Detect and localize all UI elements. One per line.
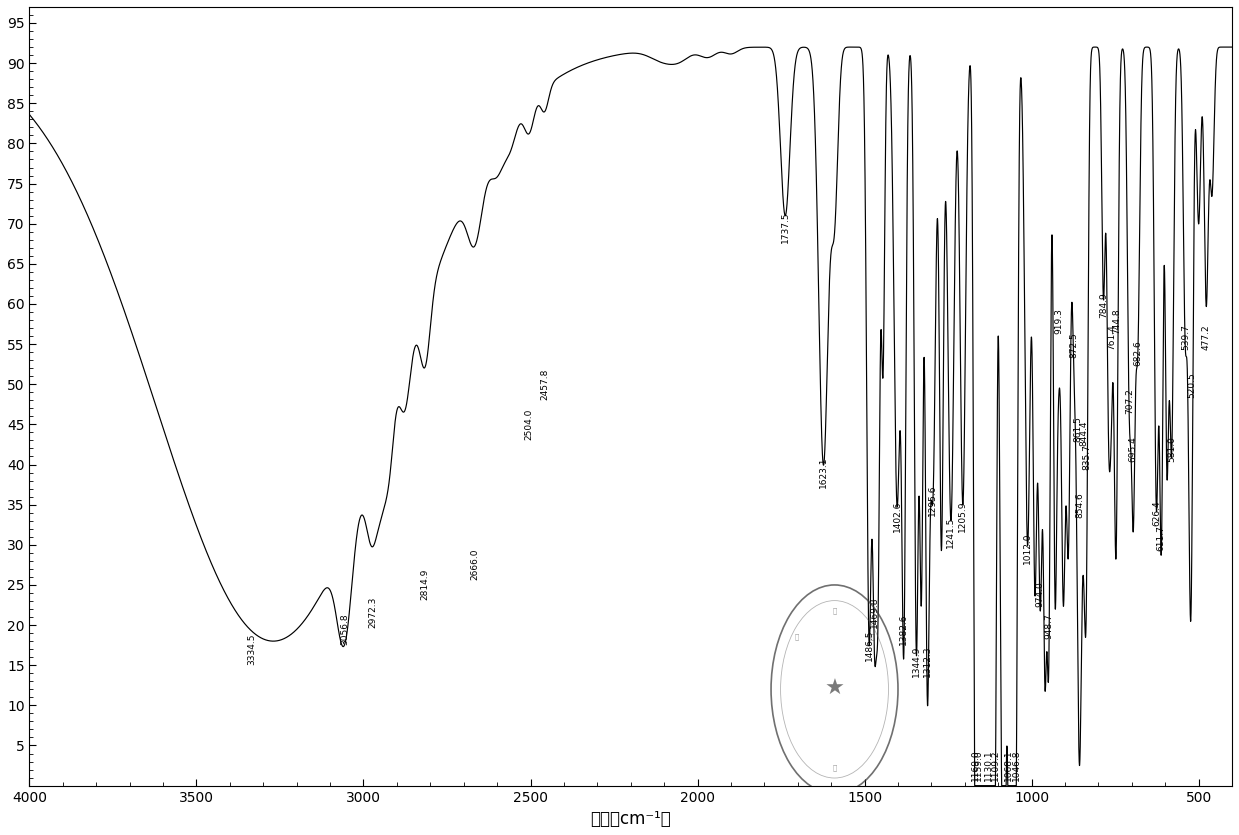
Text: 695.4: 695.4 [1129, 437, 1137, 463]
Text: 2666.0: 2666.0 [471, 549, 479, 580]
Text: 定: 定 [794, 634, 799, 640]
Text: 682.6: 682.6 [1134, 340, 1142, 366]
Text: 872.5: 872.5 [1069, 332, 1079, 358]
Text: ★: ★ [824, 680, 845, 699]
Text: 784.9: 784.9 [1099, 292, 1108, 317]
Text: 1130.1: 1130.1 [984, 750, 992, 781]
Text: 2457.8: 2457.8 [540, 368, 549, 400]
Text: 1012.0: 1012.0 [1023, 533, 1032, 564]
Text: 1469.8: 1469.8 [870, 597, 880, 629]
Text: 844.4: 844.4 [1079, 420, 1088, 446]
Text: 626.4: 626.4 [1152, 501, 1161, 526]
Text: 919.3: 919.3 [1054, 308, 1063, 334]
Text: 707.2: 707.2 [1125, 388, 1134, 414]
Text: 835.7: 835.7 [1082, 444, 1092, 470]
Text: 520.5: 520.5 [1187, 372, 1197, 398]
Text: 1046.8: 1046.8 [1011, 750, 1021, 781]
Text: 1241.5: 1241.5 [947, 517, 955, 548]
Text: 1402.6: 1402.6 [892, 501, 902, 532]
Text: 认: 认 [871, 634, 875, 640]
Text: 验: 验 [833, 764, 836, 771]
Text: 477.2: 477.2 [1202, 324, 1211, 350]
Text: 1312.3: 1312.3 [923, 645, 932, 676]
Text: 1382.6: 1382.6 [900, 613, 908, 645]
Text: 1109.2: 1109.2 [991, 750, 1000, 781]
Text: 744.8: 744.8 [1113, 308, 1121, 334]
Text: 2504.0: 2504.0 [524, 408, 534, 440]
Text: 1486.5: 1486.5 [865, 629, 873, 660]
Text: 1344.9: 1344.9 [912, 645, 921, 676]
Text: 1068.1: 1068.1 [1005, 750, 1014, 781]
Text: 974.0: 974.0 [1036, 581, 1044, 607]
Text: 539.7: 539.7 [1181, 324, 1189, 350]
Text: 1205.9: 1205.9 [958, 501, 968, 532]
Text: 2814.9: 2814.9 [421, 569, 430, 600]
Text: 3056.8: 3056.8 [339, 613, 349, 645]
Text: 761.4: 761.4 [1106, 324, 1116, 350]
Text: 611.7: 611.7 [1157, 524, 1166, 550]
Text: 861.5: 861.5 [1073, 417, 1083, 443]
Text: 948.7: 948.7 [1044, 613, 1053, 639]
Text: 3334.5: 3334.5 [248, 633, 256, 665]
X-axis label: 波数（cm⁻¹）: 波数（cm⁻¹） [590, 810, 672, 828]
Text: 1623.1: 1623.1 [819, 457, 828, 488]
Text: 854.6: 854.6 [1075, 493, 1084, 519]
Text: 581.0: 581.0 [1167, 437, 1176, 463]
Text: 1737.5: 1737.5 [781, 211, 789, 243]
Text: 检: 检 [833, 608, 836, 615]
Text: 1169.0: 1169.0 [970, 750, 980, 781]
Text: 1295.6: 1295.6 [928, 484, 938, 516]
Text: 1159.0: 1159.0 [974, 750, 983, 781]
Text: 2972.3: 2972.3 [368, 597, 377, 629]
